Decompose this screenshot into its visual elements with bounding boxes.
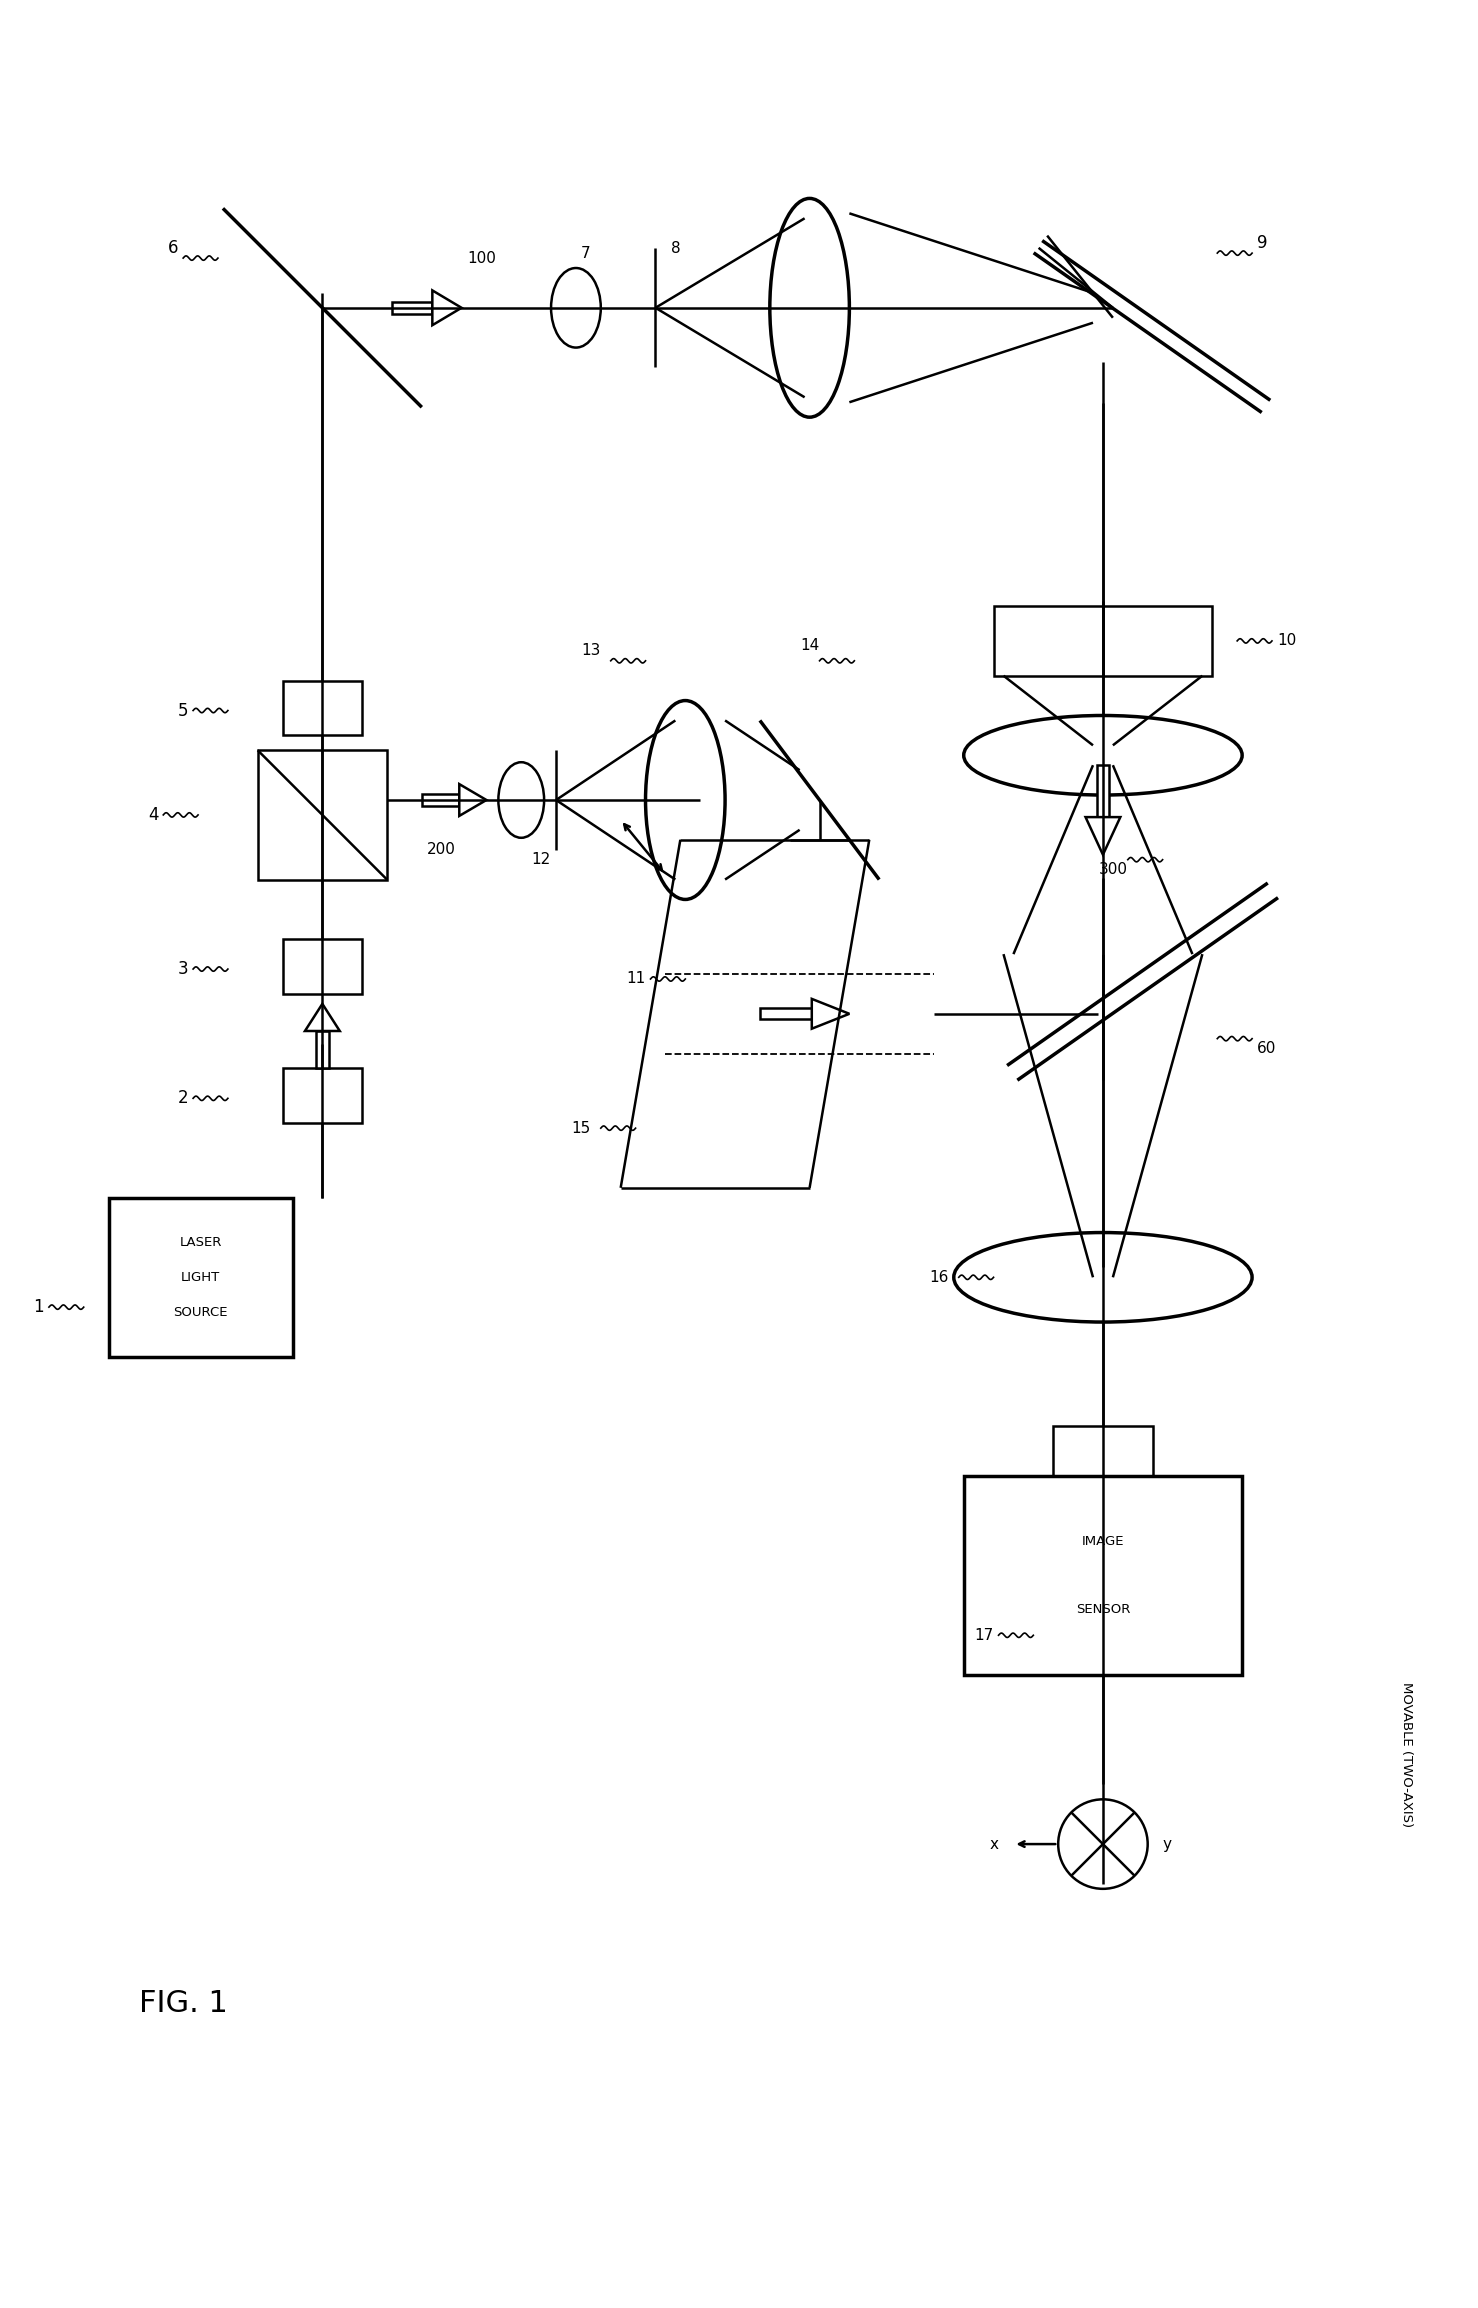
Text: 10: 10 (1277, 632, 1296, 649)
Text: 1: 1 (34, 1297, 44, 1316)
Text: MOVABLE (TWO-AXIS): MOVABLE (TWO-AXIS) (1400, 1683, 1413, 1828)
Text: x: x (990, 1837, 999, 1851)
Polygon shape (811, 999, 850, 1029)
Text: 100: 100 (467, 252, 497, 265)
Text: 2: 2 (177, 1089, 188, 1108)
Text: FIG. 1: FIG. 1 (139, 1989, 228, 2017)
Text: 300: 300 (1098, 863, 1128, 877)
Text: 6: 6 (167, 240, 179, 256)
Polygon shape (1085, 817, 1120, 854)
Text: 3: 3 (177, 960, 188, 979)
Ellipse shape (498, 762, 544, 838)
Text: y: y (1163, 1837, 1172, 1851)
Text: 7: 7 (581, 245, 591, 261)
Bar (257, 750, 387, 879)
Polygon shape (433, 291, 461, 325)
Ellipse shape (770, 198, 850, 418)
Text: SENSOR: SENSOR (1076, 1604, 1131, 1616)
Bar (760, 1009, 811, 1020)
Ellipse shape (1058, 1800, 1148, 1888)
Bar (964, 1477, 1242, 1676)
Ellipse shape (646, 702, 726, 900)
Bar (421, 794, 460, 805)
Bar (282, 681, 362, 736)
Text: LIGHT: LIGHT (180, 1272, 220, 1283)
Text: IMAGE: IMAGE (1082, 1535, 1125, 1549)
Bar (316, 1032, 328, 1069)
Bar (108, 1198, 293, 1357)
Text: 16: 16 (930, 1269, 949, 1286)
Ellipse shape (551, 268, 600, 349)
Bar (1097, 766, 1108, 817)
Ellipse shape (964, 715, 1242, 794)
Ellipse shape (953, 1232, 1252, 1322)
Bar (993, 607, 1212, 676)
Text: 13: 13 (581, 644, 600, 658)
Text: 8: 8 (671, 240, 680, 256)
Text: LASER: LASER (179, 1235, 222, 1249)
Text: 15: 15 (572, 1122, 591, 1136)
Text: SOURCE: SOURCE (173, 1306, 228, 1318)
Polygon shape (460, 785, 486, 817)
Text: 5: 5 (177, 702, 188, 720)
Text: 60: 60 (1258, 1041, 1277, 1057)
Text: 17: 17 (974, 1627, 993, 1643)
Text: 12: 12 (532, 852, 551, 868)
Bar (282, 1069, 362, 1124)
Text: 9: 9 (1258, 233, 1268, 252)
Text: 4: 4 (148, 805, 158, 824)
Bar (392, 302, 433, 314)
Text: 14: 14 (800, 639, 819, 653)
Polygon shape (304, 1004, 340, 1032)
Bar (282, 939, 362, 995)
Text: 11: 11 (627, 972, 646, 986)
Text: 200: 200 (427, 842, 457, 856)
Bar (1054, 1426, 1153, 1477)
